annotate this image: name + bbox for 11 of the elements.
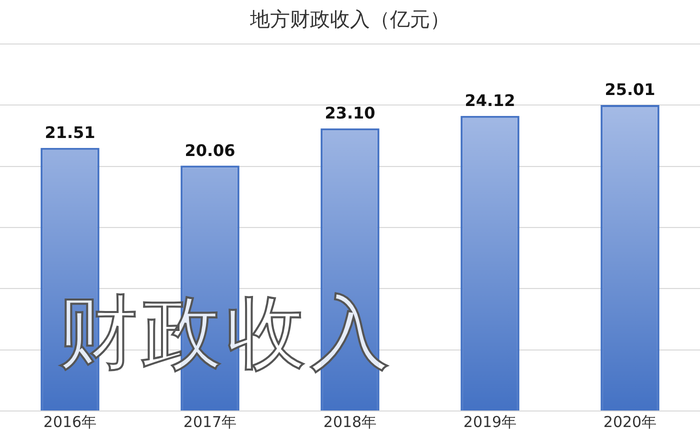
data-label: 20.06 [184,140,236,160]
data-label: 24.12 [464,91,516,110]
data-label: 25.01 [604,80,656,100]
x-tick-label: 2018年 [323,412,377,431]
x-tick-label: 2020年 [603,412,657,431]
data-label: 21.51 [44,123,96,142]
x-tick-label: 2016年 [43,412,97,431]
x-tick-label: 2019年 [463,412,517,431]
data-label: 23.10 [324,104,376,123]
chart-title: 地方财政收入（亿元） [249,6,451,33]
x-tick-label: 2017年 [183,412,237,431]
